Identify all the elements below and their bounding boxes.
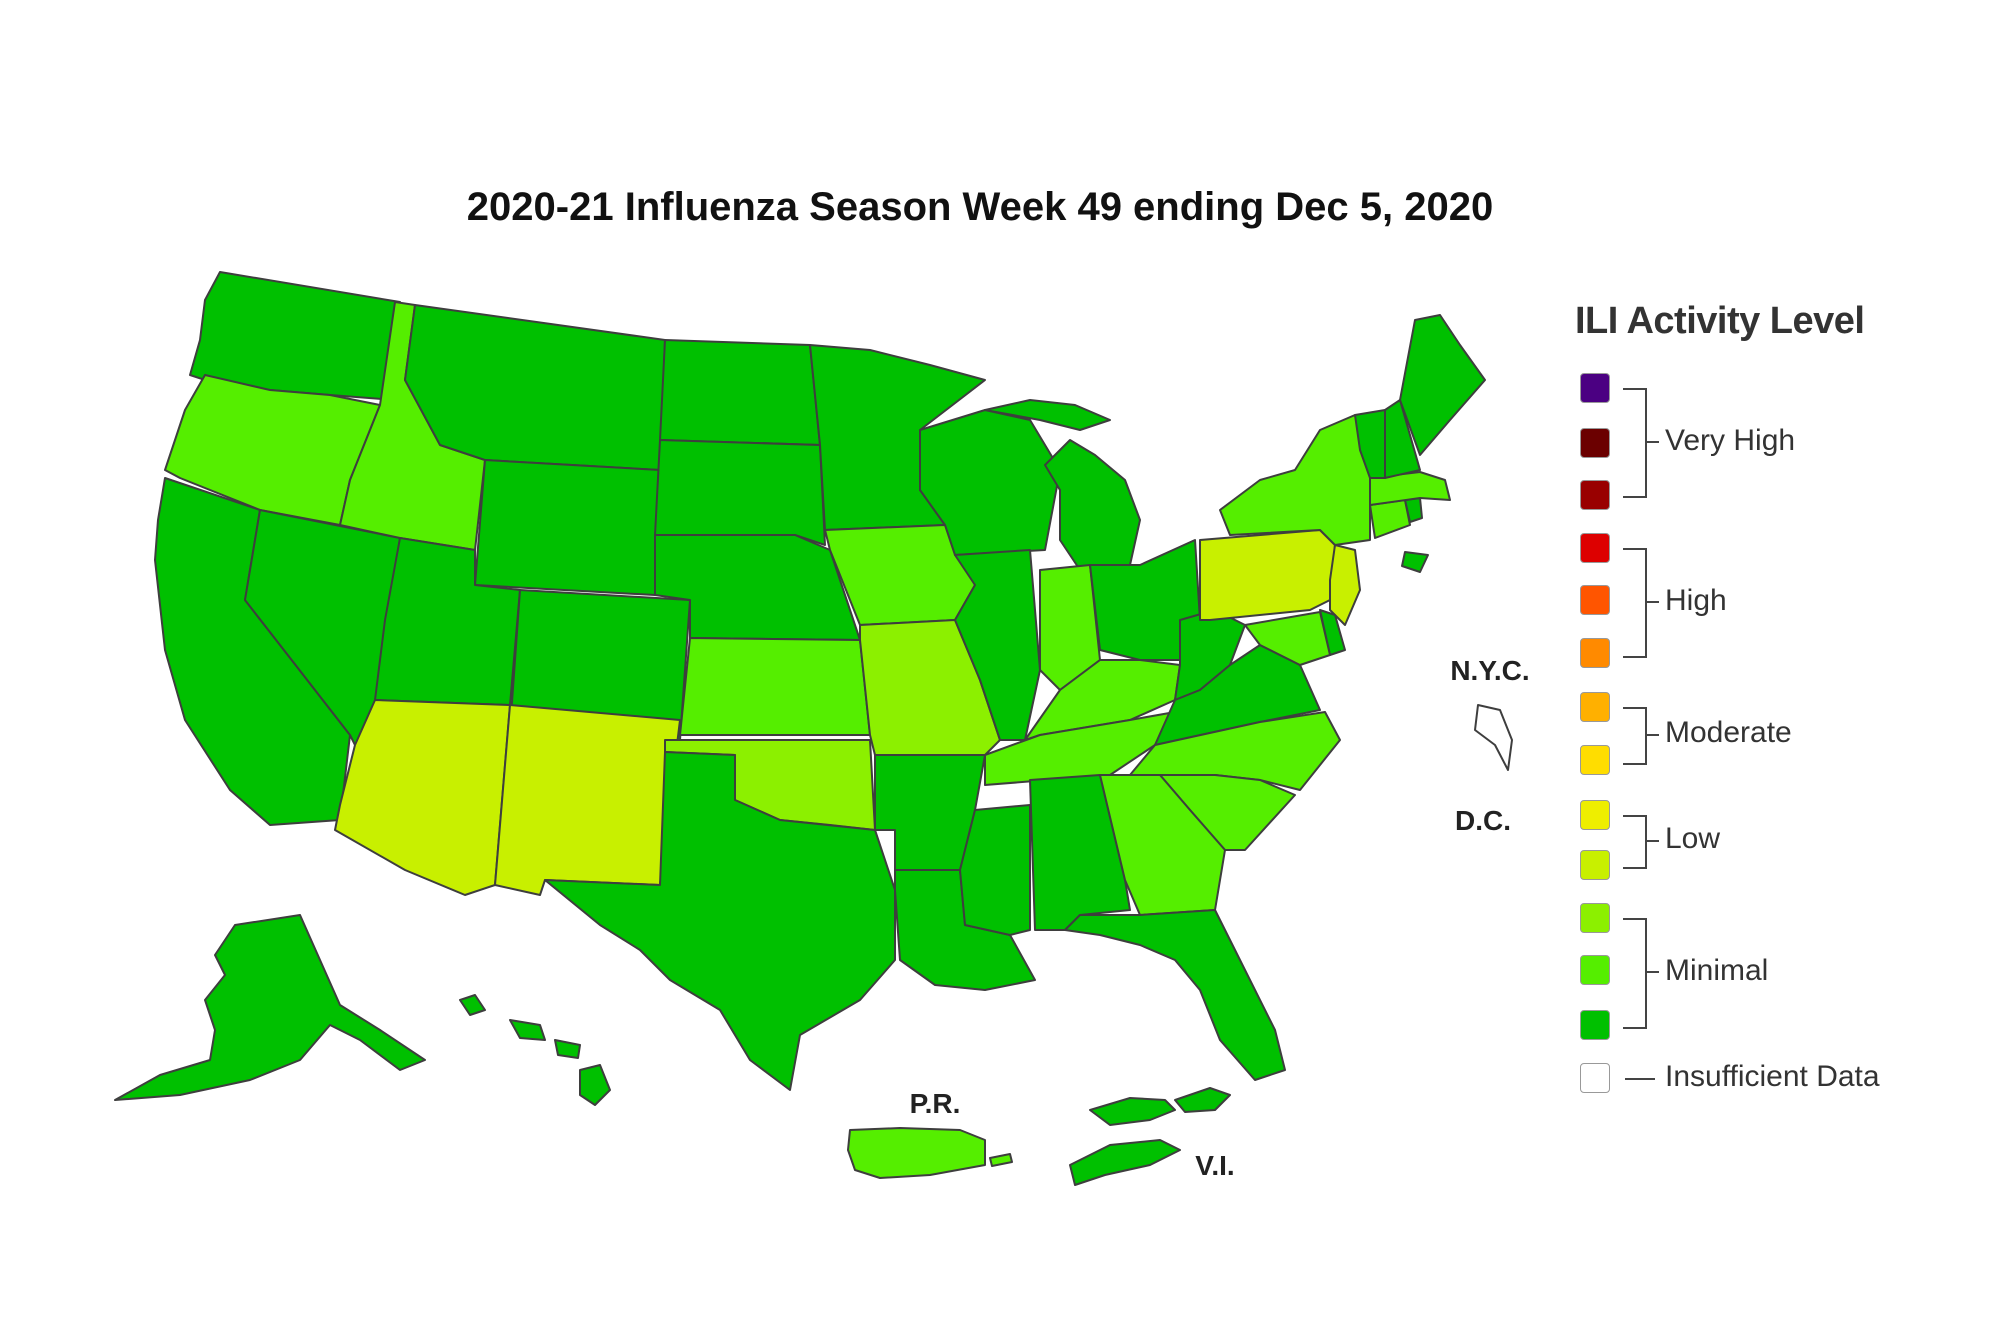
brace-moderate <box>1623 707 1647 765</box>
swatch-level-12 <box>1580 428 1610 458</box>
state-FL[interactable] <box>1064 909 1286 1081</box>
legend-label-moderate: Moderate <box>1665 716 1792 749</box>
state-CT[interactable] <box>1369 499 1411 539</box>
nyc-label: N.Y.C. <box>1450 655 1529 686</box>
state-MS[interactable] <box>959 804 1031 936</box>
swatch-level-6 <box>1580 745 1610 775</box>
map-title: 2020-21 Influenza Season Week 49 ending … <box>466 185 1494 229</box>
brace-high <box>1623 548 1647 658</box>
territory-NYC[interactable] <box>1401 551 1429 573</box>
legend-title: ILI Activity Level <box>1575 300 1865 342</box>
territory-PR[interactable] <box>847 1127 1013 1179</box>
swatch-level-2 <box>1580 955 1610 985</box>
swatch-level-11 <box>1580 480 1610 510</box>
state-TX[interactable] <box>544 751 896 1091</box>
state-MI[interactable] <box>984 399 1141 571</box>
swatch-level-9 <box>1580 585 1610 615</box>
swatch-level-13 <box>1580 373 1610 403</box>
legend-label-insufficient: Insufficient Data <box>1665 1060 1880 1093</box>
state-IL[interactable] <box>954 549 1041 741</box>
swatch-level-4 <box>1580 850 1610 880</box>
state-ME[interactable] <box>1399 314 1486 456</box>
state-NM[interactable] <box>494 704 681 896</box>
swatch-level-10 <box>1580 533 1610 563</box>
vi-label: V.I. <box>1195 1150 1234 1181</box>
pr-label: P.R. <box>910 1088 961 1119</box>
swatch-level-1 <box>1580 1010 1610 1040</box>
territory-DC[interactable] <box>1474 704 1513 771</box>
state-VT[interactable] <box>1354 409 1386 479</box>
state-PA[interactable] <box>1199 529 1336 621</box>
swatch-level-3 <box>1580 903 1610 933</box>
state-NY[interactable] <box>1219 414 1371 546</box>
state-ND[interactable] <box>659 339 821 446</box>
brace-minimal <box>1623 918 1647 1029</box>
state-HI[interactable] <box>459 994 611 1106</box>
swatch-level-7 <box>1580 692 1610 722</box>
swatch-level-8 <box>1580 638 1610 668</box>
legend: ILI Activity Level Very High High Modera… <box>1575 300 1995 1100</box>
territory-VI[interactable] <box>1069 1087 1231 1186</box>
state-MT[interactable] <box>404 304 666 471</box>
state-NJ[interactable] <box>1329 544 1361 626</box>
legend-label-minimal: Minimal <box>1665 954 1769 987</box>
state-SD[interactable] <box>654 439 826 546</box>
state-AZ[interactable] <box>334 699 511 896</box>
state-NH[interactable] <box>1384 399 1421 479</box>
state-MD[interactable] <box>1244 611 1331 666</box>
brace-low <box>1623 815 1647 869</box>
legend-label-very-high: Very High <box>1665 424 1796 457</box>
swatch-insufficient <box>1580 1063 1610 1093</box>
dc-label: D.C. <box>1455 805 1511 836</box>
brace-very-high <box>1623 388 1647 498</box>
legend-label-low: Low <box>1665 822 1721 855</box>
legend-label-high: High <box>1665 584 1727 617</box>
state-WY[interactable] <box>474 459 661 596</box>
state-GA[interactable] <box>1099 774 1226 916</box>
state-AK[interactable] <box>114 914 426 1101</box>
state-MA[interactable] <box>1369 471 1451 506</box>
swatch-level-5 <box>1580 800 1610 830</box>
state-KS[interactable] <box>679 637 871 736</box>
